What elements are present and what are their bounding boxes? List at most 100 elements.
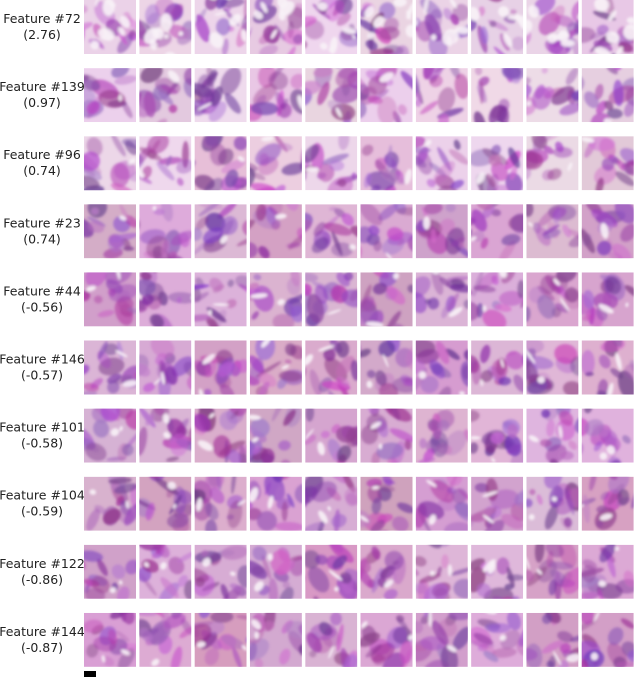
tile-texture: [360, 476, 413, 531]
tissue-blob: [236, 359, 247, 373]
tissue-blob: [360, 18, 380, 34]
tissue-blob: [608, 252, 623, 259]
tile-texture: [415, 340, 468, 395]
tissue-blob: [156, 161, 175, 181]
lumen: [305, 354, 314, 366]
tissue-tile: [249, 204, 302, 259]
tissue-blob: [231, 476, 237, 495]
tissue-blob: [609, 340, 623, 348]
tissue-tile: [360, 476, 413, 531]
tissue-blob: [156, 118, 168, 123]
lumen: [118, 580, 123, 585]
tile-texture: [84, 550, 136, 599]
tissue-blob: [249, 374, 260, 386]
tissue-blob: [373, 240, 382, 252]
tissue-blob: [488, 154, 502, 167]
lumen: [404, 168, 412, 185]
tissue-blob: [84, 151, 101, 171]
lumen: [118, 27, 125, 36]
lumen: [606, 445, 616, 455]
tissue-blob: [396, 207, 413, 216]
tissue-blob: [309, 650, 317, 658]
tissue-blob: [549, 485, 564, 508]
tissue-tile: [415, 68, 468, 123]
tissue-tile: [415, 408, 468, 463]
tissue-blob: [219, 410, 238, 431]
tissue-blob: [278, 370, 302, 382]
tissue-blob: [335, 68, 358, 88]
tissue-blob: [624, 160, 634, 176]
tissue-blob: [544, 476, 563, 489]
tissue-blob: [454, 73, 468, 99]
tissue-blob: [235, 444, 247, 454]
tissue-blob: [140, 272, 152, 281]
lumen: [120, 649, 130, 656]
tile-texture: [360, 68, 413, 123]
tile-texture: [249, 612, 302, 667]
tile-texture: [194, 349, 247, 395]
lumen: [626, 17, 634, 24]
tissue-tile: [581, 476, 634, 531]
tissue-blob: [259, 44, 278, 54]
tissue-blob: [490, 432, 505, 445]
tissue-blob: [548, 561, 574, 570]
tissue-blob: [153, 208, 165, 215]
tissue-blob: [258, 246, 270, 259]
tissue-blob: [406, 345, 413, 370]
tissue-blob: [141, 293, 154, 306]
lumen: [526, 556, 530, 570]
lumen: [209, 413, 215, 419]
tissue-blob: [377, 96, 398, 123]
tile-texture: [415, 136, 468, 191]
tissue-blob: [562, 567, 579, 595]
lumen: [163, 431, 171, 439]
tissue-blob: [384, 550, 404, 571]
tissue-blob: [305, 272, 319, 283]
lumen: [209, 32, 224, 49]
tissue-blob: [305, 408, 315, 422]
tissue-blob: [342, 476, 356, 493]
tissue-blob: [436, 386, 452, 395]
tissue-blob: [114, 483, 136, 494]
lumen: [197, 102, 212, 111]
tissue-blob: [437, 419, 450, 432]
tissue-blob: [614, 204, 634, 224]
lumen: [567, 162, 573, 172]
tissue-tile: [84, 272, 136, 327]
tissue-blob: [110, 183, 134, 191]
tissue-blob: [581, 314, 594, 322]
tissue-blob: [450, 179, 464, 190]
tissue-blob: [229, 408, 247, 417]
tissue-blob: [305, 283, 312, 297]
tissue-blob: [495, 357, 507, 376]
lumen: [118, 94, 122, 102]
tissue-blob: [108, 629, 118, 645]
tissue-tile: [249, 612, 302, 667]
tissue-blob: [542, 224, 560, 236]
feature-label: Feature #122: [0, 556, 85, 571]
lumen: [606, 382, 614, 395]
tissue-blob: [336, 272, 350, 287]
tile-texture: [581, 612, 634, 667]
tissue-blob: [589, 476, 597, 491]
tissue-blob: [224, 93, 241, 114]
tile-texture: [526, 544, 579, 599]
lumen: [267, 495, 274, 509]
tissue-blob: [139, 628, 153, 642]
lumen: [553, 278, 560, 286]
tissue-blob: [490, 105, 504, 119]
lumen: [318, 345, 335, 352]
lumen: [251, 437, 259, 443]
lumen: [558, 425, 563, 439]
tissue-blob: [531, 136, 548, 149]
tile-texture: [305, 68, 358, 123]
tissue-blob: [268, 578, 279, 599]
tissue-blob: [205, 476, 225, 490]
tissue-blob: [452, 4, 468, 22]
tissue-blob: [634, 359, 640, 374]
lumen: [267, 553, 273, 561]
tissue-blob: [311, 237, 330, 253]
lumen: [428, 612, 432, 628]
tissue-blob: [249, 560, 267, 579]
